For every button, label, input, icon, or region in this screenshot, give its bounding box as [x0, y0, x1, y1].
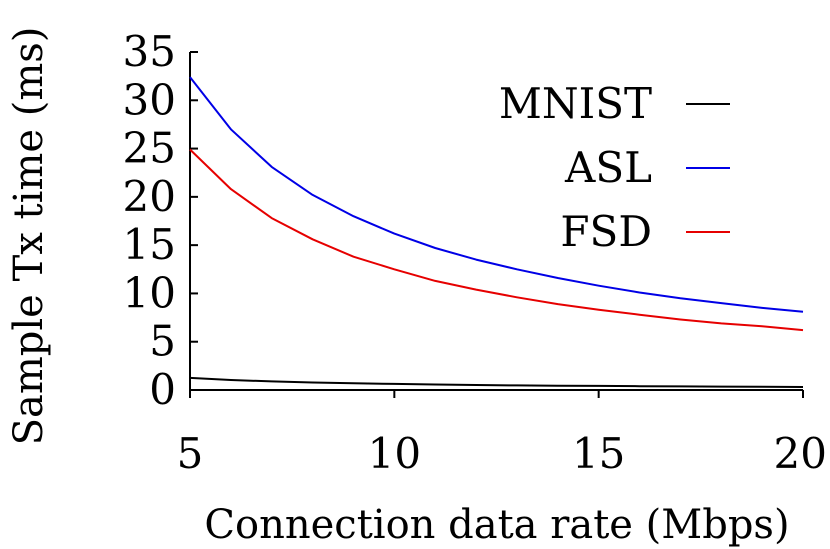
y-axis-label: Sample Tx time (ms): [6, 27, 52, 446]
legend-label-fsd: FSD: [560, 207, 652, 256]
y-tick-label: 5: [149, 317, 176, 366]
legend-label-mnist: MNIST: [499, 79, 652, 128]
x-axis-label: Connection data rate (Mbps): [204, 502, 789, 548]
y-tick-label: 10: [123, 268, 176, 317]
x-tick-label: 15: [572, 429, 625, 478]
x-tick-label: 20: [774, 429, 827, 478]
y-tick-label: 15: [123, 220, 176, 269]
y-tick-label: 25: [123, 124, 176, 173]
legend: MNIST ASL FSD: [499, 79, 730, 256]
series-line-mnist: [189, 376, 804, 388]
series-line-asl: [189, 76, 804, 313]
series-line-fsd: [189, 148, 804, 332]
legend-label-asl: ASL: [564, 143, 652, 192]
x-tick-label: 10: [368, 429, 421, 478]
x-tick-label: 5: [177, 429, 204, 478]
y-tick-label: 20: [123, 172, 176, 221]
y-tick-label: 0: [149, 365, 176, 414]
y-tick-label: 35: [123, 27, 176, 76]
series-layer: [189, 76, 804, 388]
y-tick-label: 30: [123, 75, 176, 124]
